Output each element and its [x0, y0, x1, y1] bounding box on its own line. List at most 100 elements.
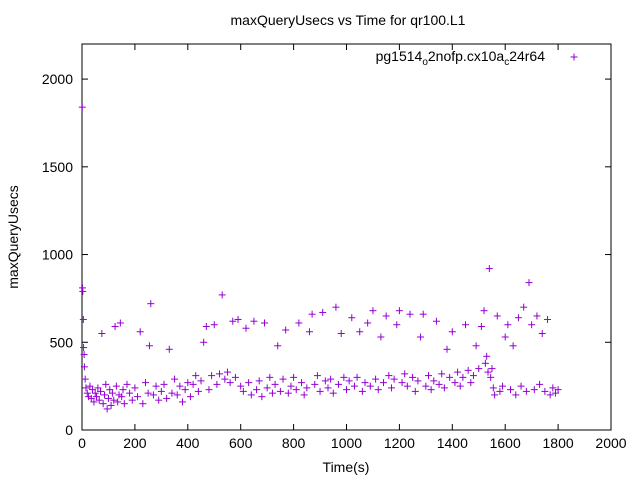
data-point — [202, 322, 210, 330]
x-tick-label: 1000 — [331, 435, 362, 451]
data-point — [411, 387, 419, 395]
data-point — [345, 377, 353, 385]
data-point — [106, 386, 114, 394]
data-point — [80, 351, 88, 359]
data-point — [525, 279, 533, 287]
data-point — [443, 345, 451, 353]
data-point — [218, 291, 226, 299]
data-point — [509, 342, 517, 350]
data-point — [506, 386, 514, 394]
data-point — [86, 382, 94, 390]
data-point — [139, 400, 147, 408]
legend-label-segment: pg1514 — [376, 48, 423, 64]
data-point — [398, 379, 406, 387]
x-tick-label: 200 — [123, 435, 147, 451]
data-point — [144, 389, 152, 397]
data-point — [451, 379, 459, 387]
data-point — [176, 382, 184, 390]
data-point — [292, 386, 300, 394]
x-tick-label: 1800 — [543, 435, 574, 451]
data-point — [234, 315, 242, 323]
data-point — [417, 333, 425, 341]
data-point — [108, 389, 116, 397]
legend-label-segment: 2nofp.cx10a — [428, 48, 504, 64]
data-point — [184, 379, 192, 387]
chart-title: maxQueryUsecs vs Time for qr100.L1 — [231, 12, 466, 28]
data-point — [271, 380, 279, 388]
data-point — [104, 394, 112, 402]
data-point — [97, 387, 105, 395]
data-point — [541, 387, 549, 395]
data-point — [103, 405, 111, 413]
data-point — [324, 384, 332, 392]
data-point — [255, 377, 263, 385]
data-point — [475, 365, 483, 373]
data-point — [372, 375, 380, 383]
data-point — [364, 319, 372, 327]
data-point — [520, 303, 528, 311]
data-point — [79, 287, 87, 295]
data-point — [337, 330, 345, 337]
data-point — [350, 382, 358, 390]
data-point — [549, 384, 557, 392]
data-point — [353, 373, 361, 381]
data-point — [98, 330, 106, 337]
x-tick-label: 600 — [229, 435, 253, 451]
data-point — [226, 379, 234, 387]
data-point — [512, 391, 520, 399]
data-point — [78, 103, 86, 111]
data-point — [427, 386, 435, 394]
data-point — [308, 310, 316, 318]
data-point — [168, 389, 176, 397]
data-point — [171, 375, 179, 383]
data-point — [231, 373, 239, 381]
data-point — [382, 312, 390, 320]
data-point — [390, 375, 398, 383]
data-point — [335, 380, 343, 388]
data-point — [493, 312, 501, 320]
data-point — [554, 386, 562, 394]
data-point — [131, 384, 139, 392]
data-point — [456, 382, 464, 390]
data-point — [484, 368, 492, 376]
data-point — [393, 321, 401, 329]
data-point — [464, 366, 472, 374]
data-point — [536, 380, 544, 388]
data-point — [89, 386, 97, 394]
data-point — [100, 391, 108, 399]
y-tick-label: 2000 — [42, 71, 73, 87]
data-point — [467, 379, 475, 387]
data-point — [348, 314, 356, 322]
data-point — [440, 384, 448, 392]
data-point — [298, 379, 306, 387]
data-point — [496, 387, 504, 395]
data-point — [102, 380, 110, 388]
x-tick-label: 1600 — [490, 435, 521, 451]
data-point — [258, 393, 266, 401]
data-point — [160, 380, 168, 388]
data-point — [538, 330, 546, 337]
data-point — [551, 389, 559, 397]
data-point — [480, 307, 488, 315]
data-point — [157, 387, 165, 395]
legend-marker — [570, 53, 578, 61]
data-point — [274, 342, 282, 350]
data-point — [488, 365, 496, 373]
data-point — [123, 380, 131, 388]
data-point — [118, 393, 126, 401]
data-point — [327, 375, 335, 383]
data-point — [485, 265, 493, 273]
data-point — [134, 393, 142, 401]
data-point — [414, 377, 422, 385]
data-point — [253, 386, 261, 394]
data-point — [483, 352, 491, 360]
data-point — [395, 307, 403, 315]
x-tick-label: 400 — [176, 435, 200, 451]
data-point — [422, 382, 430, 390]
data-point — [313, 372, 321, 380]
data-point — [424, 372, 432, 380]
data-point — [430, 377, 438, 385]
data-point — [276, 387, 284, 395]
data-point — [319, 308, 327, 316]
